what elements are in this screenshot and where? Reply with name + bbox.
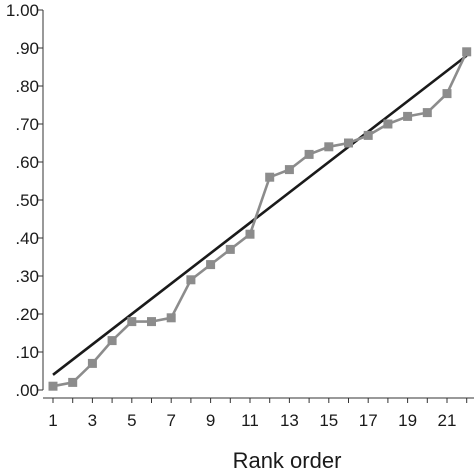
y-tick-label: .40: [15, 229, 39, 248]
x-tick-label: 17: [359, 411, 378, 430]
x-tick-label: 3: [88, 411, 97, 430]
y-axis-ticks: .00 .10 .20 .30 .40 .50 .60 .70 .80 .90 1.00: [6, 1, 43, 400]
y-tick-label: .70: [15, 115, 39, 134]
y-tick-label: 1.00: [6, 1, 39, 20]
data-point: [304, 149, 314, 159]
data-point: [403, 111, 413, 121]
y-tick-label: .00: [15, 381, 39, 400]
y-tick-label: .80: [15, 77, 39, 96]
fit-line: [52, 54, 468, 376]
x-tick-label: 7: [166, 411, 175, 430]
data-point: [344, 138, 353, 148]
data-point: [363, 130, 373, 140]
data-point: [107, 336, 117, 346]
x-tick-label: 13: [280, 411, 299, 430]
data-point: [87, 358, 97, 368]
data-point: [383, 119, 393, 129]
data-point: [265, 172, 275, 182]
y-tick-label: .30: [15, 267, 39, 286]
data-point: [442, 89, 452, 99]
data-point: [284, 165, 294, 175]
y-tick-label: .20: [15, 305, 39, 324]
x-tick-label: 19: [398, 411, 417, 430]
x-tick-label: 9: [206, 411, 215, 430]
x-axis-ticks: 1 3 5 7 9 11 13 15 17 19 21: [48, 398, 468, 430]
data-point: [206, 260, 216, 270]
y-tick-label: .60: [15, 153, 39, 172]
data-point: [462, 47, 472, 57]
observed-line: [52, 51, 468, 388]
series-layer: [48, 47, 472, 391]
y-tick-label: .90: [15, 39, 39, 58]
data-point: [166, 313, 176, 323]
data-point: [48, 381, 58, 391]
x-tick-label: 11: [241, 411, 259, 430]
y-tick-label: .50: [15, 191, 39, 210]
x-axis-title: Rank order: [233, 448, 342, 473]
data-point: [245, 229, 255, 239]
data-point: [324, 142, 334, 152]
data-point: [68, 377, 78, 387]
x-tick-label: 1: [48, 411, 57, 430]
y-tick-label: .10: [15, 343, 39, 362]
x-tick-label: 15: [319, 411, 338, 430]
x-tick-label: 5: [127, 411, 136, 430]
data-point: [147, 317, 156, 327]
data-point: [127, 317, 137, 327]
x-tick-label: 21: [438, 411, 457, 430]
data-point: [186, 275, 196, 285]
data-point: [225, 244, 235, 254]
data-point: [422, 108, 432, 118]
